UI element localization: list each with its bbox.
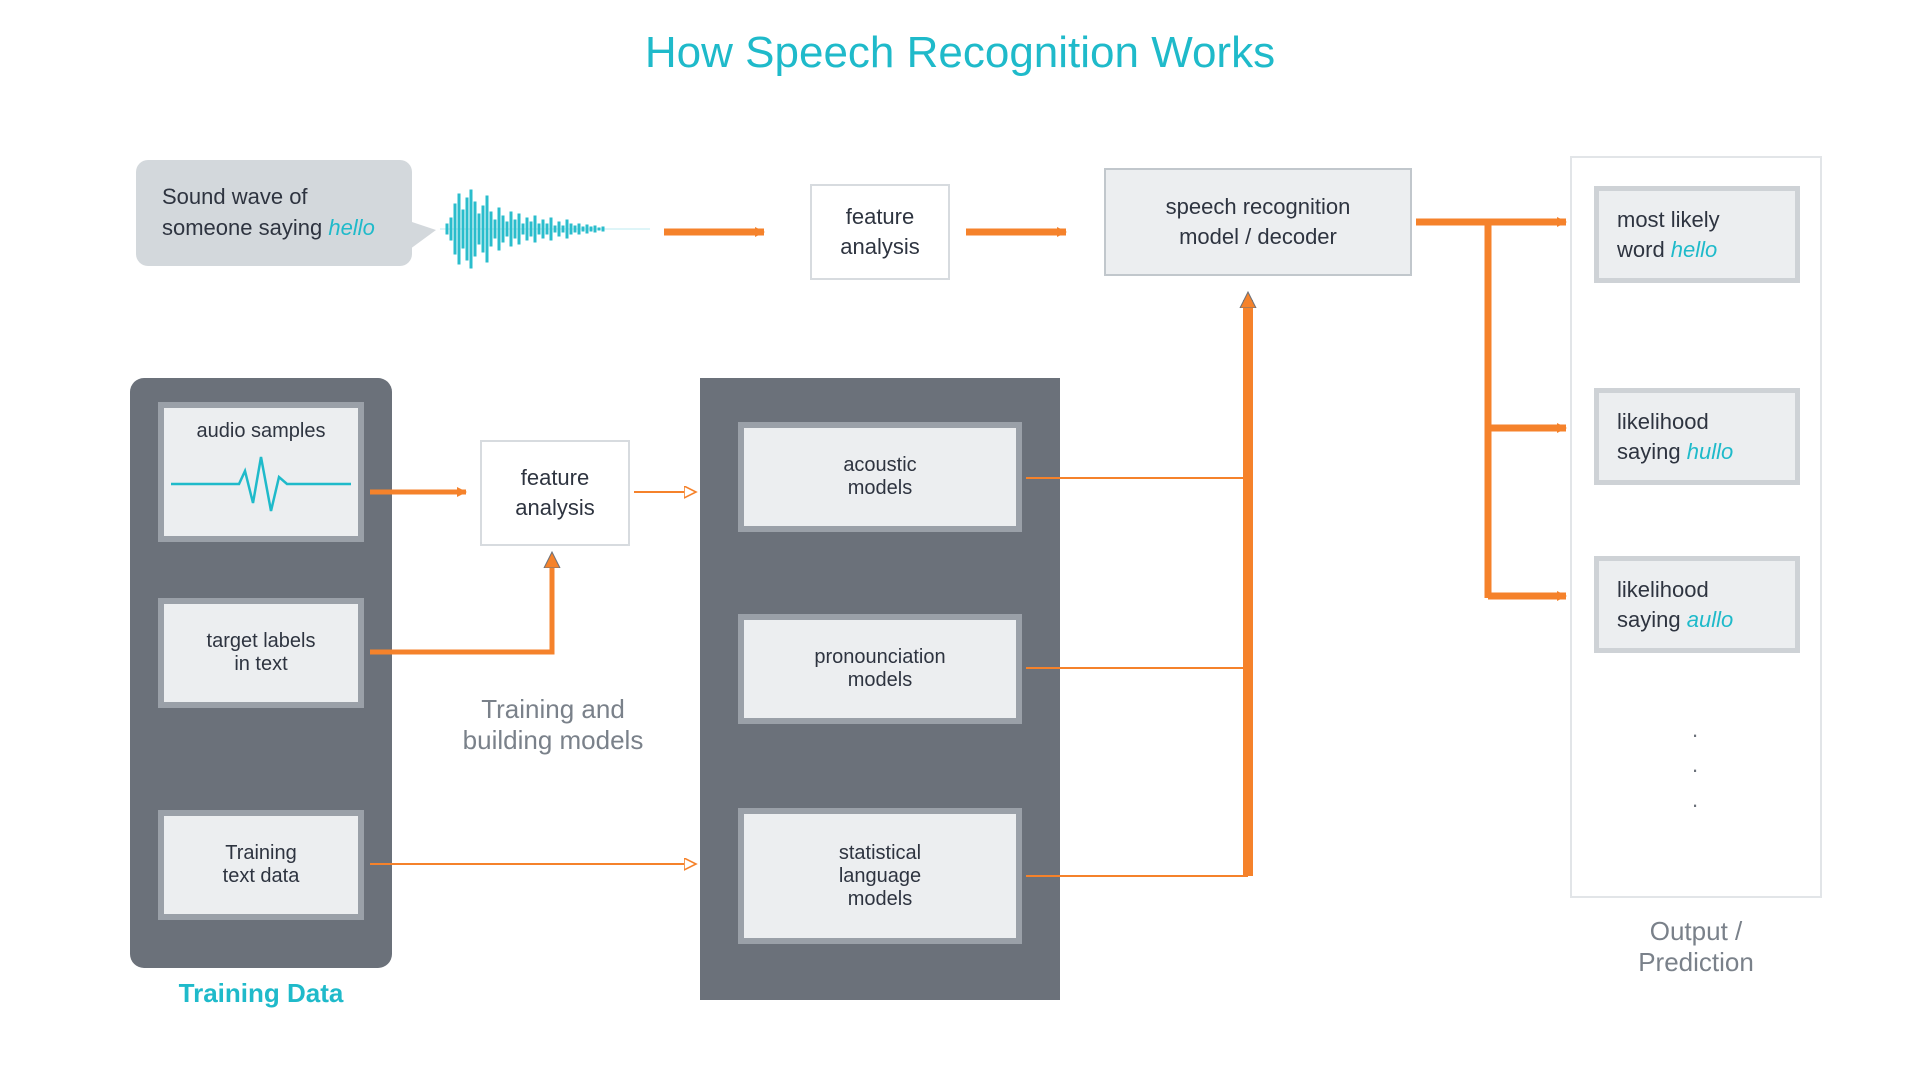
training-text-box: Training text data	[158, 810, 364, 920]
audio-samples-label: audio samples	[197, 420, 326, 443]
ecg-icon	[171, 449, 351, 519]
out1-italic: hello	[1671, 237, 1717, 262]
decoder-box: speech recognition model / decoder	[1104, 168, 1412, 276]
bubble-line2-prefix: someone saying	[162, 215, 328, 240]
out2-italic: hullo	[1687, 439, 1733, 464]
training-building-caption: Training and building models	[408, 694, 698, 756]
acoustic-models-box: acoustic models	[738, 422, 1022, 532]
feature-analysis-mid-box: feature analysis	[480, 440, 630, 546]
output-item-2: likelihood saying hullo	[1594, 388, 1800, 485]
output-item-3: likelihood saying aullo	[1594, 556, 1800, 653]
training-data-caption: Training Data	[130, 978, 392, 1009]
output-ellipsis: ...	[1680, 712, 1710, 818]
bubble-hello: hello	[328, 215, 374, 240]
page-title: How Speech Recognition Works	[0, 28, 1920, 78]
output-item-1: most likely word hello	[1594, 186, 1800, 283]
waveform-icon	[440, 184, 650, 274]
pronunciation-models-box: pronounciation models	[738, 614, 1022, 724]
target-labels-box: target labels in text	[158, 598, 364, 708]
output-caption: Output / Prediction	[1570, 916, 1822, 978]
sound-bubble: Sound wave of someone saying hello	[136, 160, 412, 266]
feature-analysis-top-box: feature analysis	[810, 184, 950, 280]
audio-samples-box: audio samples	[158, 402, 364, 542]
out3-italic: aullo	[1687, 607, 1733, 632]
stat-lang-models-box: statistical language models	[738, 808, 1022, 944]
bubble-line1: Sound wave of	[162, 184, 308, 209]
